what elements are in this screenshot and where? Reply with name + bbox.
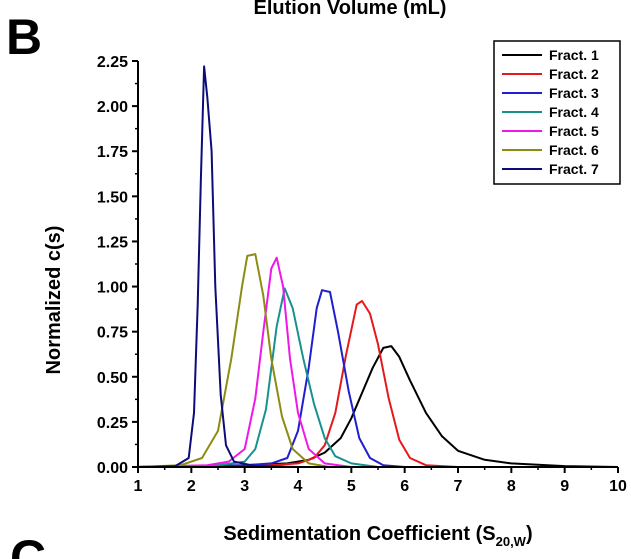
y-tick-label: 0.50 <box>97 370 128 387</box>
series-line-3 <box>137 289 618 468</box>
x-tick-label: 5 <box>347 478 356 495</box>
series-line-6 <box>137 253 618 468</box>
x-tick-label: 1 <box>134 478 143 495</box>
y-tick-label: 0.75 <box>97 325 128 342</box>
legend-label-5: Fract. 5 <box>549 123 599 139</box>
x-tick-label: 7 <box>454 478 463 495</box>
x-tick-label: 2 <box>187 478 196 495</box>
legend-label-3: Fract. 3 <box>549 85 599 101</box>
y-tick-label: 2.25 <box>97 54 128 71</box>
series-line-2 <box>137 300 618 468</box>
x-tick-label: 4 <box>294 478 303 495</box>
y-tick-label: 0.00 <box>97 460 128 477</box>
series-layer <box>137 65 619 468</box>
x-axis-title: Sedimentation Coefficient (S20,W) <box>223 523 532 549</box>
y-tick-label: 2.00 <box>97 99 128 116</box>
legend: Fract. 1 Fract. 2 Fract. 3 Fract. 4 Fract. 5… <box>493 40 621 185</box>
legend-label-7: Fract. 7 <box>549 161 599 177</box>
y-tick-label: 1.50 <box>97 189 128 206</box>
axes-layer: 1 2 3 4 5 6 7 8 9 10 0.00 0.25 0.50 0.75 1.00 1.25 1.50 1… <box>97 54 627 495</box>
legend-label-6: Fract. 6 <box>549 142 599 158</box>
y-tick-label: 0.25 <box>97 415 128 432</box>
x-axis-title-sub: 20,W <box>496 534 527 549</box>
x-tick-label: 9 <box>560 478 569 495</box>
y-axis-title: Normalized c(s) <box>43 226 65 375</box>
legend-label-2: Fract. 2 <box>549 66 599 82</box>
x-tick-label: 8 <box>507 478 516 495</box>
panel-label-bottom: C <box>10 530 46 559</box>
panel-label-top: B <box>6 9 42 65</box>
legend-label-1: Fract. 1 <box>549 47 599 63</box>
series-line-5 <box>137 256 618 468</box>
series-line-4 <box>137 287 618 468</box>
series-line-7 <box>137 65 618 468</box>
x-tick-label: 3 <box>240 478 249 495</box>
y-tick-label: 1.25 <box>97 234 128 251</box>
x-tick-label: 6 <box>400 478 409 495</box>
top-axis-title: Elution Volume (mL) <box>254 0 447 19</box>
x-axis-title-close: ) <box>526 523 533 545</box>
x-axis-title-main: Sedimentation Coefficient (S <box>223 523 495 545</box>
x-tick-label: 10 <box>609 478 627 495</box>
y-tick-label: 1.75 <box>97 144 128 161</box>
legend-label-4: Fract. 4 <box>549 104 599 120</box>
y-tick-label: 1.00 <box>97 280 128 297</box>
